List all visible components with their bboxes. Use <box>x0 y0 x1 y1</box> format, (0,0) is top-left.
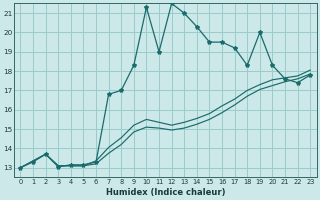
X-axis label: Humidex (Indice chaleur): Humidex (Indice chaleur) <box>106 188 225 197</box>
